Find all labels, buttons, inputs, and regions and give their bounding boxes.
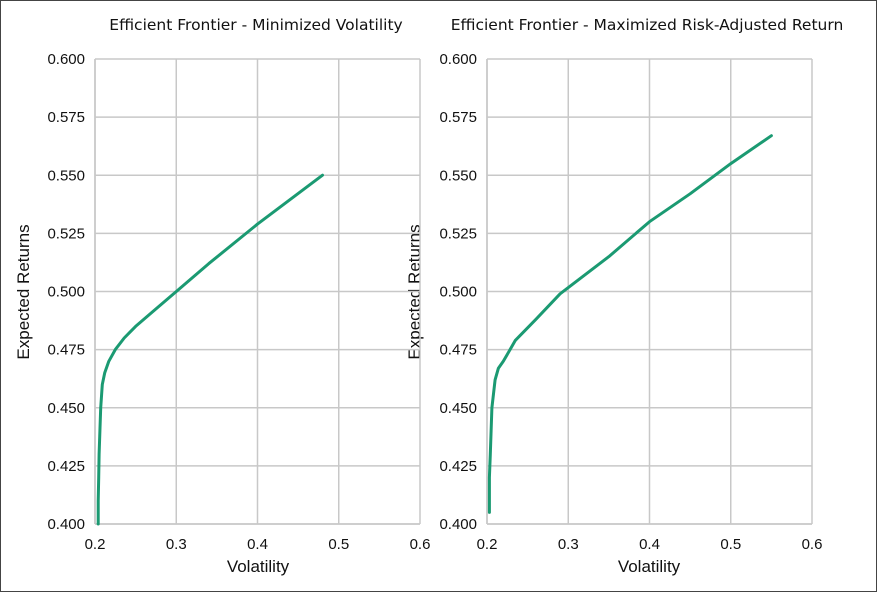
chart-1-ytick-label: 0.400 — [47, 516, 85, 533]
chart-2-frontier-line — [487, 134, 773, 514]
chart-2-ytick-label: 0.450 — [439, 400, 477, 417]
chart-1-xtick-label: 0.3 — [166, 536, 187, 553]
chart-1-xlabel: Volatility — [227, 557, 290, 576]
chart-1-ytick-label: 0.600 — [47, 51, 85, 68]
chart-2-title: Efficient Frontier - Maximized Risk-Adju… — [451, 16, 844, 34]
chart-1-frontier-line — [96, 173, 324, 526]
chart-1-ytick-label: 0.450 — [47, 400, 85, 417]
chart-2-xtick-label: 0.6 — [802, 536, 823, 553]
chart-1-title: Efficient Frontier - Minimized Volatilit… — [109, 16, 402, 34]
chart-2-ytick-label: 0.550 — [439, 167, 477, 184]
chart-1-ytick-label: 0.575 — [47, 109, 85, 126]
chart-2-xtick-label: 0.4 — [639, 536, 660, 553]
chart-1-ytick-label: 0.425 — [47, 458, 85, 475]
chart-2-ytick-label: 0.525 — [439, 225, 477, 242]
chart-2-xlabel: Volatility — [618, 557, 681, 576]
chart-1-ytick-label: 0.525 — [47, 225, 85, 242]
chart-2-ytick-label: 0.600 — [439, 51, 477, 68]
chart-2-ytick-label: 0.500 — [439, 284, 477, 301]
chart-1-ytick-label: 0.500 — [47, 284, 85, 301]
chart-1-ylabel: Expected Returns — [14, 224, 33, 359]
chart-2-ytick-label: 0.425 — [439, 458, 477, 475]
chart-1-xtick-label: 0.4 — [247, 536, 268, 553]
chart-2-ytick-label: 0.575 — [439, 109, 477, 126]
chart-2-xtick-label: 0.2 — [477, 536, 498, 553]
chart-2-ytick-label: 0.475 — [439, 342, 477, 359]
chart-2-xtick-label: 0.3 — [558, 536, 579, 553]
chart-1-xtick-label: 0.5 — [328, 536, 349, 553]
chart-1-ytick-label: 0.550 — [47, 167, 85, 184]
chart-1-xtick-label: 0.6 — [410, 536, 431, 553]
chart-2-ytick-label: 0.400 — [439, 516, 477, 533]
chart-1-ytick-label: 0.475 — [47, 342, 85, 359]
chart-1-xtick-label: 0.2 — [85, 536, 106, 553]
chart-2-xtick-label: 0.5 — [720, 536, 741, 553]
